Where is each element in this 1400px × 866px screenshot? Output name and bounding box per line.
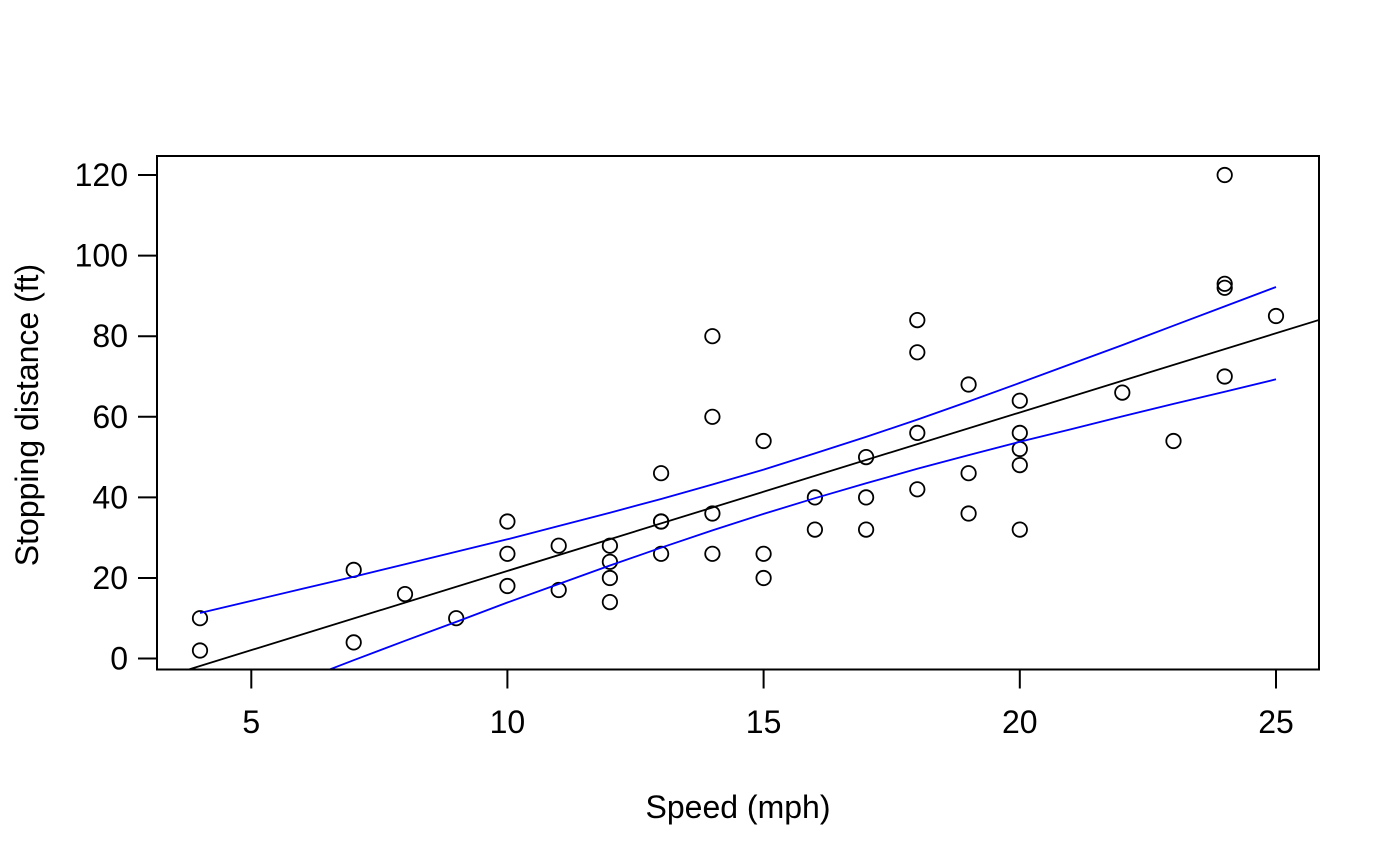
- x-tick-label: 20: [1002, 704, 1038, 740]
- data-point: [960, 465, 977, 482]
- data-point: [1011, 392, 1028, 409]
- data-point: [550, 537, 567, 554]
- data-point: [191, 610, 209, 627]
- data-point: [396, 585, 414, 603]
- data-point: [960, 505, 977, 522]
- data-point: [499, 577, 516, 595]
- data-point: [652, 545, 670, 562]
- data-point: [601, 593, 619, 611]
- data-point: [755, 545, 772, 562]
- data-point: [960, 376, 977, 393]
- data-point: [345, 634, 362, 651]
- y-tick-label: 80: [92, 318, 128, 354]
- data-point: [499, 545, 516, 562]
- y-axis-title: Stopping distance (ft): [9, 264, 45, 566]
- data-point: [1267, 307, 1285, 325]
- plot-area: 5 10 15 20 25 0 20 40 60 80 100 120: [75, 155, 1320, 740]
- data-point: [704, 328, 721, 345]
- data-point: [857, 489, 875, 506]
- data-point: [499, 513, 516, 530]
- plot-box: [156, 155, 1320, 671]
- data-point: [1216, 279, 1233, 296]
- data-point: [1216, 166, 1233, 184]
- x-tick-label: 15: [746, 704, 782, 740]
- data-point: [652, 465, 670, 482]
- x-tick-label: 5: [242, 704, 260, 740]
- data-point: [704, 408, 721, 425]
- data-point: [1216, 275, 1233, 292]
- data-point: [601, 569, 619, 587]
- data-point: [704, 545, 721, 562]
- data-point: [448, 610, 465, 627]
- data-point: [550, 581, 567, 599]
- data-point: [191, 642, 209, 659]
- y-tick-label: 100: [75, 238, 128, 274]
- data-point: [909, 424, 926, 441]
- data-point: [857, 521, 875, 538]
- x-tick-label: 25: [1258, 704, 1294, 740]
- data-point: [1165, 432, 1182, 450]
- y-tick-label: 120: [75, 157, 128, 193]
- y-tick-label: 20: [92, 560, 128, 596]
- x-tick-label: 10: [490, 704, 526, 740]
- data-point: [704, 505, 721, 522]
- data-point: [806, 521, 824, 538]
- data-point: [909, 344, 926, 361]
- y-tick-label: 60: [92, 399, 128, 435]
- x-axis-title: Speed (mph): [646, 789, 831, 825]
- data-point: [806, 489, 824, 506]
- data-point: [601, 553, 619, 570]
- data-point: [909, 311, 926, 329]
- regression-line: [185, 319, 1319, 670]
- data-point: [755, 569, 772, 587]
- data-point: [1114, 384, 1131, 401]
- data-point: [755, 432, 772, 450]
- data-point: [1011, 521, 1028, 538]
- confidence-band-upper: [199, 286, 1277, 614]
- data-point: [1011, 456, 1028, 474]
- data-point: [909, 481, 926, 498]
- data-point: [1216, 368, 1233, 385]
- confidence-band-lower: [327, 378, 1277, 670]
- y-tick-label: 0: [110, 641, 128, 677]
- y-tick-label: 40: [92, 479, 128, 515]
- data-point: [1011, 424, 1028, 441]
